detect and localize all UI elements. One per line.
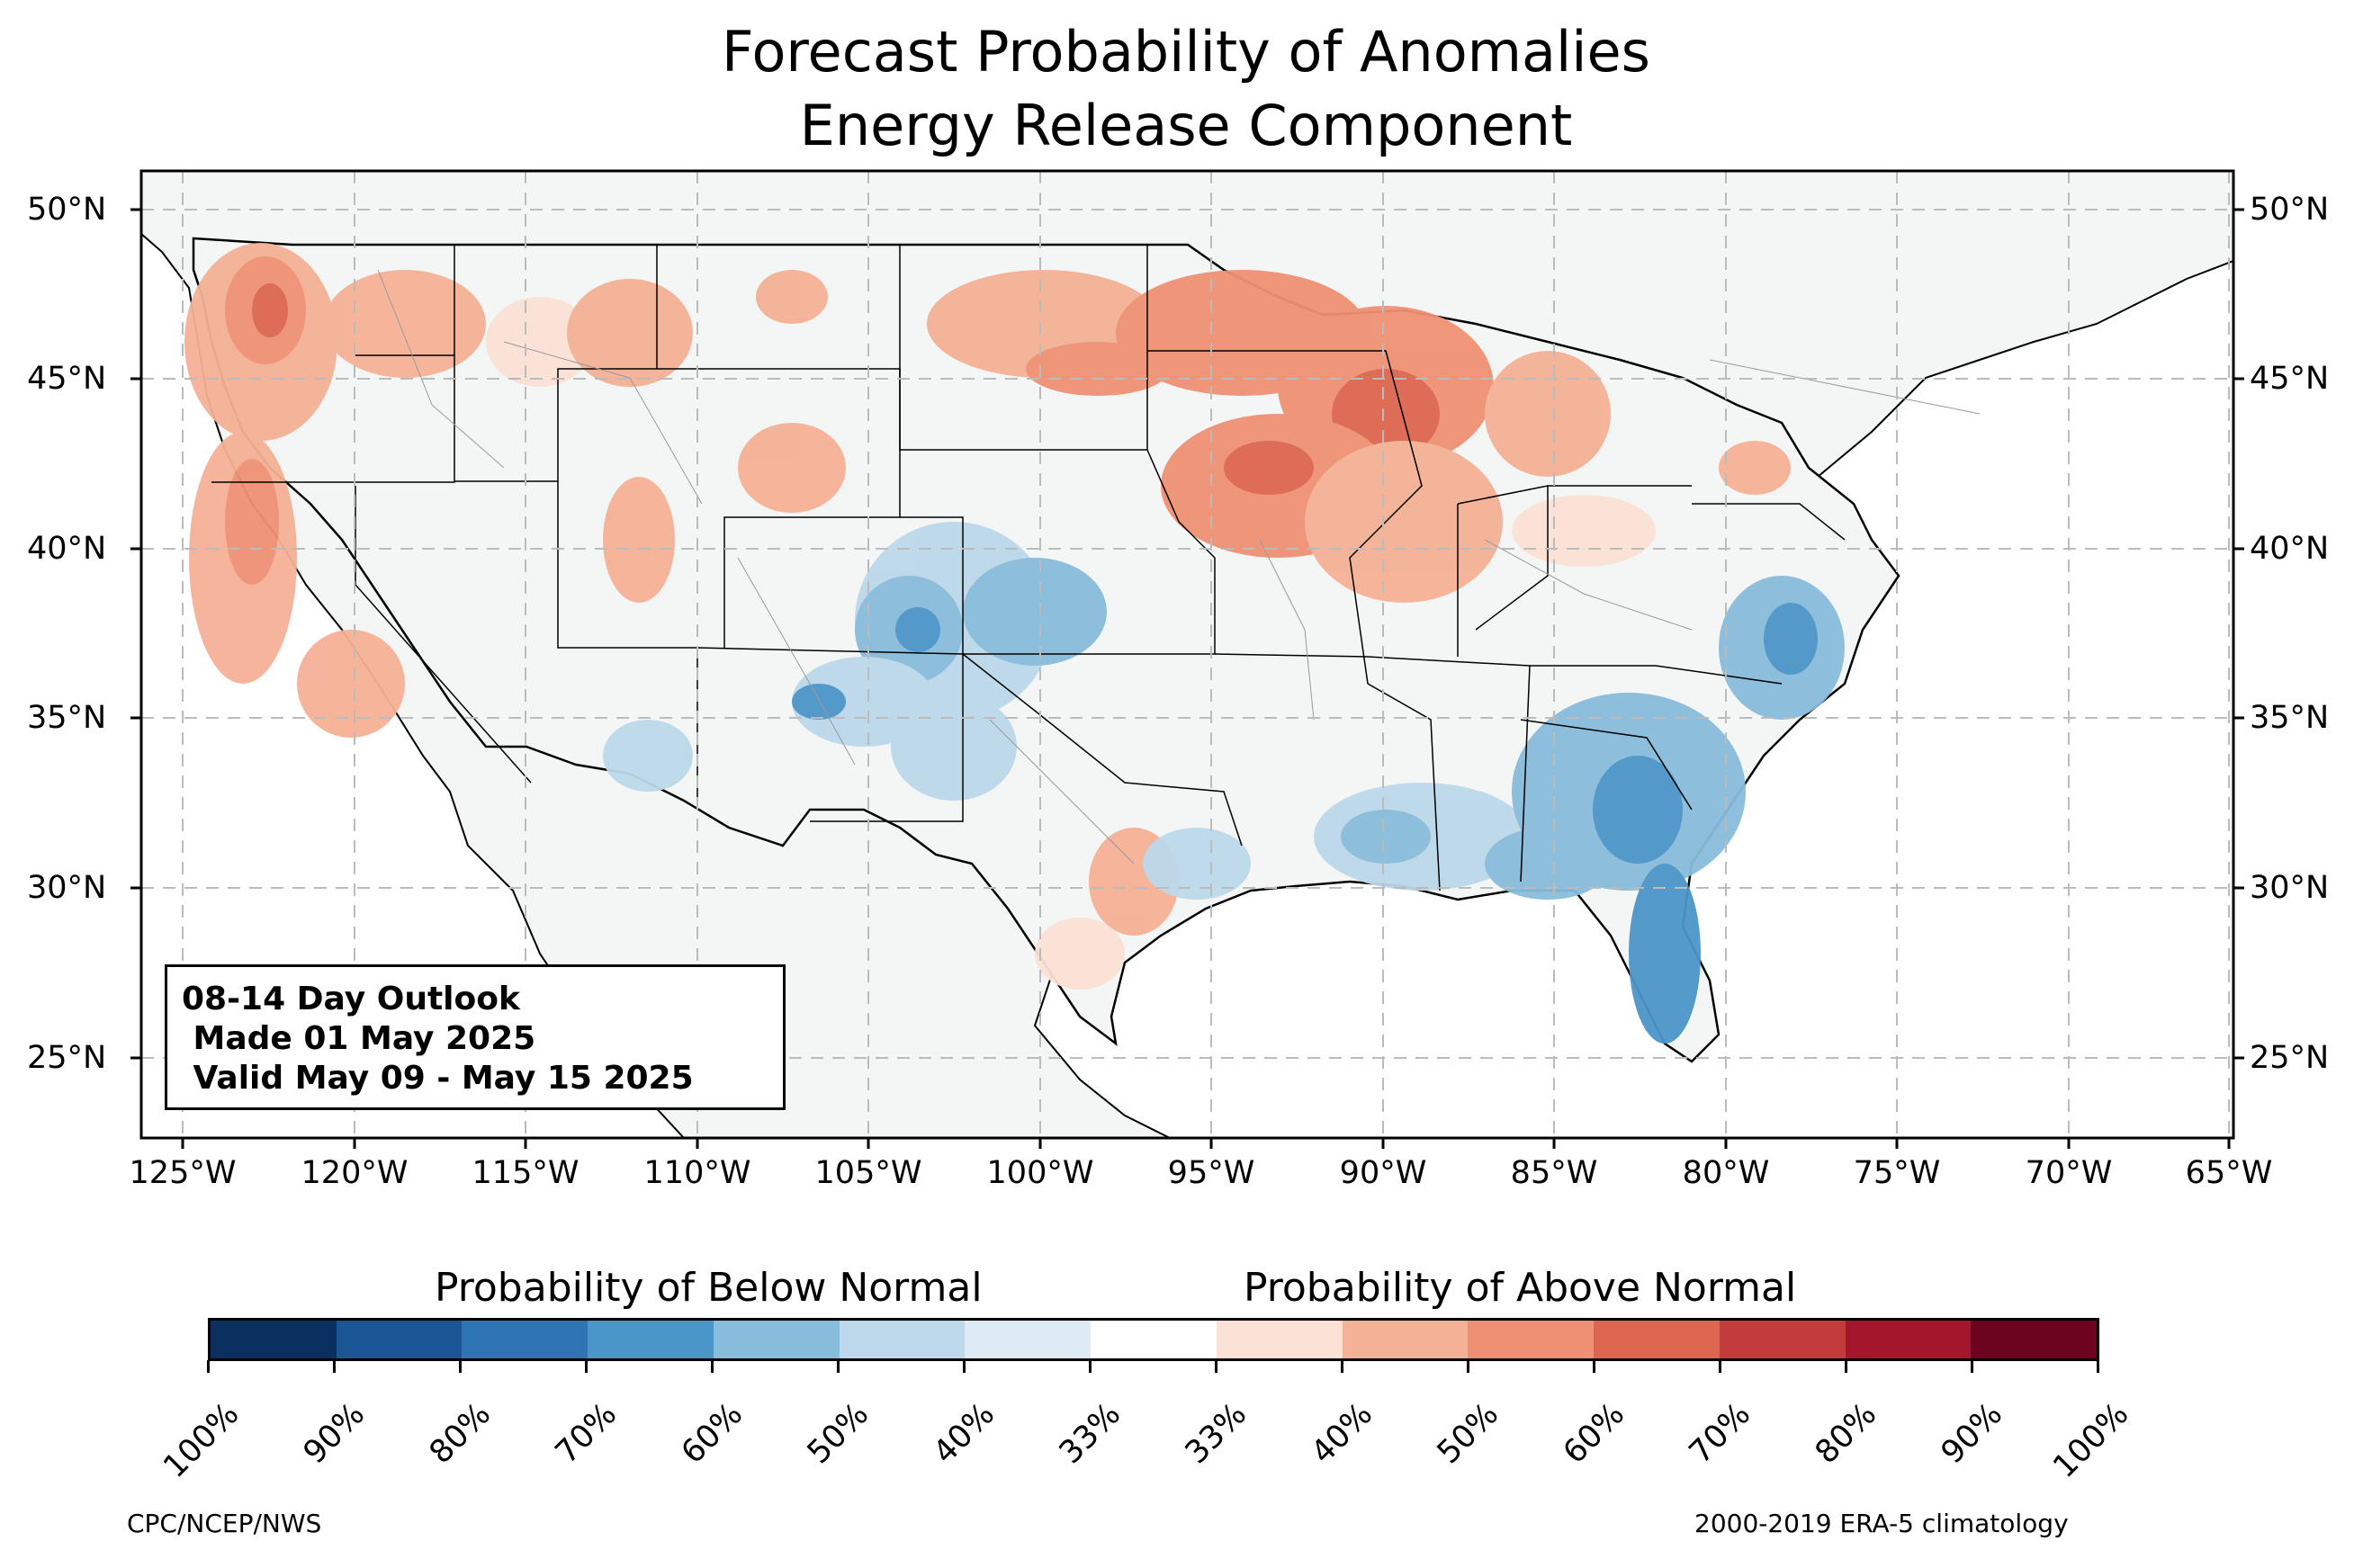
- colorbar-segment: [588, 1321, 714, 1358]
- colorbar-tick: [333, 1360, 336, 1373]
- lat-label-left: 40°N: [27, 531, 107, 567]
- colorbar-tick: [2097, 1360, 2099, 1373]
- lat-label-right: 45°N: [2250, 361, 2330, 397]
- colorbar-tick: [1719, 1360, 1721, 1373]
- colorbar-tick: [963, 1360, 966, 1373]
- colorbar-segment: [336, 1321, 463, 1358]
- colorbar-segment: [1216, 1321, 1343, 1358]
- outlook-made-date: Made 01 May 2025: [182, 1020, 536, 1057]
- above-normal-label: Probability of Above Normal: [1244, 1265, 1797, 1311]
- county-borders: [377, 269, 1981, 865]
- lat-label-left: 45°N: [27, 361, 107, 397]
- lat-label-left: 50°N: [27, 192, 107, 228]
- lon-label: 70°W: [2025, 1155, 2113, 1191]
- lat-label-right: 30°N: [2250, 870, 2330, 906]
- lon-label: 115°W: [472, 1155, 580, 1191]
- colorbar-segment: [713, 1321, 840, 1358]
- lon-label: 90°W: [1339, 1155, 1427, 1191]
- colorbar-segment: [1719, 1321, 1846, 1358]
- colorbar-segment: [965, 1321, 1092, 1358]
- colorbar-tick: [459, 1360, 462, 1373]
- lon-label: 95°W: [1167, 1155, 1255, 1191]
- lat-label-left: 30°N: [27, 870, 107, 906]
- footer-climatology: 2000-2019 ERA-5 climatology: [1694, 1509, 2069, 1538]
- state-borders: [211, 245, 1846, 892]
- lon-label: 125°W: [129, 1155, 237, 1191]
- below-normal-label: Probability of Below Normal: [435, 1265, 983, 1311]
- lon-label: 85°W: [1510, 1155, 1598, 1191]
- outlook-period: 08-14 Day Outlook: [182, 981, 520, 1017]
- colorbar-segment: [211, 1321, 337, 1358]
- below-normal-patches: [603, 522, 1845, 1044]
- colorbar-tick: [1845, 1360, 1847, 1373]
- lat-label-left: 35°N: [27, 700, 107, 736]
- lon-label: 65°W: [2185, 1155, 2273, 1191]
- colorbar-segment: [462, 1321, 589, 1358]
- lat-label-right: 40°N: [2250, 531, 2330, 567]
- colorbar-tick: [1341, 1360, 1343, 1373]
- lon-label: 110°W: [643, 1155, 751, 1191]
- lon-label: 100°W: [986, 1155, 1094, 1191]
- colorbar-tick: [1467, 1360, 1469, 1373]
- colorbar-segment: [1594, 1321, 1720, 1358]
- colorbar-segment: [1971, 1321, 2098, 1358]
- lat-label-left: 25°N: [27, 1040, 107, 1076]
- colorbar-tick: [207, 1360, 210, 1373]
- lon-label: 120°W: [301, 1155, 409, 1191]
- colorbar-tick: [1089, 1360, 1092, 1373]
- gridlines: [141, 171, 2233, 1138]
- lon-label: 105°W: [814, 1155, 922, 1191]
- outlook-info-box: 08-14 Day Outlook Made 01 May 2025 Valid…: [165, 964, 786, 1110]
- map-frame: [139, 169, 2235, 1140]
- colorbar-tick: [837, 1360, 840, 1373]
- footer-source: CPC/NCEP/NWS: [127, 1509, 322, 1538]
- colorbar: [208, 1318, 2099, 1361]
- colorbar-segment: [1342, 1321, 1469, 1358]
- outlook-valid-range: Valid May 09 - May 15 2025: [182, 1060, 694, 1097]
- above-normal-patches: [184, 243, 1791, 990]
- colorbar-tick: [1593, 1360, 1595, 1373]
- lat-label-right: 50°N: [2250, 192, 2330, 228]
- colorbar-segment: [1468, 1321, 1595, 1358]
- title-line-1: Forecast Probability of Anomalies: [722, 19, 1650, 85]
- lat-label-right: 25°N: [2250, 1040, 2330, 1076]
- colorbar-segment: [1845, 1321, 1972, 1358]
- lat-label-right: 35°N: [2250, 700, 2330, 736]
- colorbar-tick: [711, 1360, 714, 1373]
- colorbar-tick: [585, 1360, 588, 1373]
- colorbar-tick: [1215, 1360, 1217, 1373]
- colorbar-segment: [1091, 1321, 1217, 1358]
- lon-label: 80°W: [1682, 1155, 1770, 1191]
- lon-label: 75°W: [1853, 1155, 1941, 1191]
- title-line-2: Energy Release Component: [799, 93, 1573, 158]
- colorbar-segment: [839, 1321, 966, 1358]
- colorbar-tick: [1971, 1360, 1973, 1373]
